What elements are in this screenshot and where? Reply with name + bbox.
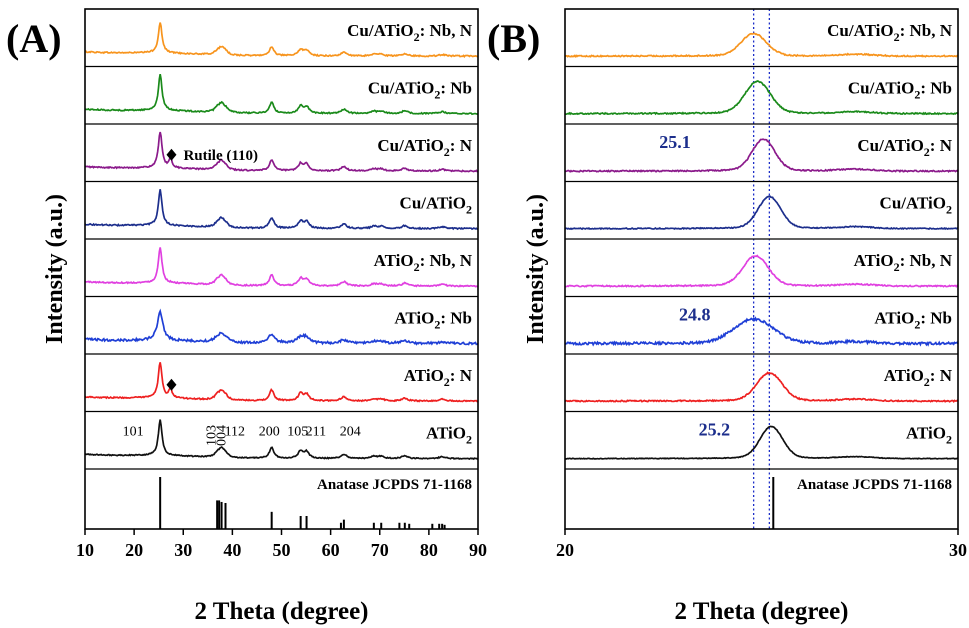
miller-index-label: 112 [225,425,245,440]
xrd-series-line [84,419,479,461]
xrd-series-line [84,362,479,403]
series-label: Cu/ATiO2: Nb, N [827,21,953,44]
peak-position-label: 24.8 [679,305,711,325]
panel-letter: (A) [6,16,62,61]
reference-label: Anatase JCPDS 71-1168 [317,477,472,493]
series-label: Cu/ATiO2: N [857,136,952,159]
series-label: ATiO2: N [884,366,953,389]
series-label: ATiO2: Nb, N [374,251,473,274]
x-tick-label: 40 [223,540,241,560]
xrd-series-line [564,425,959,460]
xrd-series-line [84,73,479,116]
xrd-series-line [564,80,959,116]
xrd-series-line [84,308,479,346]
xrd-series-line [564,32,959,58]
series-label: Cu/ATiO2 [880,194,952,217]
rutile-diamond-marker [166,148,177,161]
panel-a: (A) Intensity (a.u.) 2 Theta (degree) Cu/AT… [6,8,487,625]
series-label: ATiO2: Nb [874,309,952,332]
series-label: ATiO2: N [404,366,473,389]
rutile-diamond-marker [166,378,177,391]
series-label: ATiO2: Nb, N [854,251,953,274]
peak-position-label: 25.2 [699,420,731,440]
xrd-series-line [564,316,959,347]
series-label: ATiO2 [906,424,952,447]
xrd-series-line [85,131,479,173]
series-label: Cu/ATiO2: Nb [368,79,472,102]
panel-letter: (B) [487,16,540,61]
xrd-series-line [564,138,959,174]
xrd-series-line [84,189,479,231]
peak-position-label: 25.1 [659,132,691,152]
xrd-series-line [564,195,959,231]
series-label: ATiO2 [426,424,472,447]
y-axis-label: Intensity (a.u.) [42,194,68,344]
series-label: Cu/ATiO2: Nb, N [347,21,473,44]
xrd-series-line [84,22,479,59]
reference-label: Anatase JCPDS 71-1168 [797,477,952,493]
x-axis-label: 2 Theta (degree) [194,598,368,625]
x-tick-label: 10 [76,540,94,560]
rutile-label: Rutile (110) [183,148,258,164]
miller-index-label: 101 [123,425,144,440]
y-axis-label: Intensity (a.u.) [523,194,549,344]
xrd-series-line [564,371,959,403]
x-tick-label: 20 [556,540,574,560]
series-label: Cu/ATiO2 [400,194,472,217]
panel-b: (B) Intensity (a.u.) 2 Theta (degree) Cu/AT… [487,8,967,625]
x-tick-label: 20 [125,540,143,560]
x-tick-label: 30 [949,540,967,560]
miller-index-label: 211 [306,425,326,440]
x-tick-label: 70 [371,540,389,560]
x-tick-label: 80 [420,540,438,560]
x-tick-label: 30 [174,540,192,560]
plot-frame [564,8,959,530]
miller-index-label: 200 [259,425,280,440]
miller-index-label: 204 [340,425,361,440]
xrd-series-line [564,254,959,288]
miller-index-label: 103 [205,425,220,446]
xrd-series-line [84,247,479,288]
series-label: Cu/ATiO2: Nb [848,79,952,102]
x-tick-label: 60 [322,540,340,560]
x-axis-label: 2 Theta (degree) [674,598,848,625]
x-tick-label: 90 [469,540,487,560]
series-label: ATiO2: Nb [394,309,472,332]
miller-index-label: 004 [215,425,230,446]
x-tick-label: 50 [273,540,291,560]
miller-index-label: 105 [287,425,308,440]
series-label: Cu/ATiO2: N [377,136,472,159]
